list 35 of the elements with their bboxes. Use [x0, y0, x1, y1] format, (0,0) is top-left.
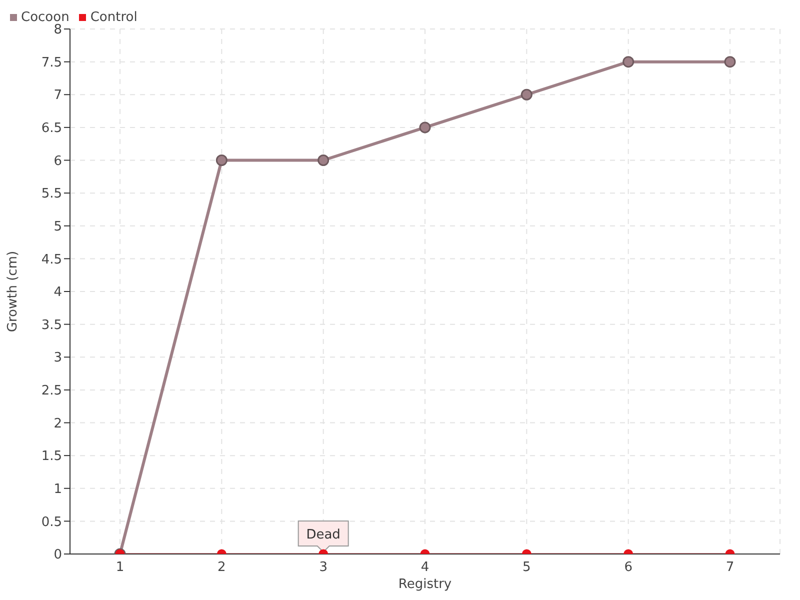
- x-tick-label: 5: [522, 560, 531, 576]
- annotation: Dead: [306, 528, 340, 542]
- x-tick-label: 2: [218, 560, 226, 576]
- y-tick-label: 7: [54, 88, 62, 104]
- y-tick-label: 1.5: [41, 449, 62, 464]
- y-tick-label: 2.5: [41, 384, 62, 399]
- point: [318, 154, 330, 166]
- legend-label: Cocoon: [21, 10, 70, 25]
- point: [622, 56, 634, 68]
- y-tick-label: 1: [54, 482, 62, 497]
- x-tick-label: 6: [624, 560, 632, 576]
- y-tick-label: 4: [54, 285, 62, 300]
- y-tick-label: 6: [54, 154, 62, 169]
- y-tick-label: 2: [54, 416, 62, 432]
- y-tick-label: 3.5: [41, 318, 62, 333]
- y-tick-label: 0.5: [41, 514, 62, 530]
- y-tick-label: 6.5: [41, 121, 62, 136]
- y-axis-title: Growth (cm): [6, 250, 21, 332]
- x-tick-label: 3: [319, 560, 328, 576]
- y-tick-label: 3: [54, 350, 62, 366]
- y-tick-label: 5: [54, 219, 62, 234]
- point: [216, 154, 228, 166]
- x-tick-label: 4: [420, 560, 430, 576]
- point: [419, 122, 431, 134]
- point: [520, 88, 532, 100]
- x-axis-title: Registry: [398, 577, 452, 592]
- y-tick-label: 4.5: [41, 252, 62, 268]
- x-tick-label: 7: [726, 560, 734, 576]
- legend-label: Control: [90, 10, 138, 25]
- y-tick-label: 0: [54, 548, 62, 563]
- x-tick-label: 1: [116, 560, 124, 576]
- y-tick-label: 7.5: [41, 55, 62, 70]
- y-tick-label: 8: [54, 22, 62, 38]
- y-tick-label: 5.5: [41, 186, 62, 202]
- point: [724, 56, 736, 68]
